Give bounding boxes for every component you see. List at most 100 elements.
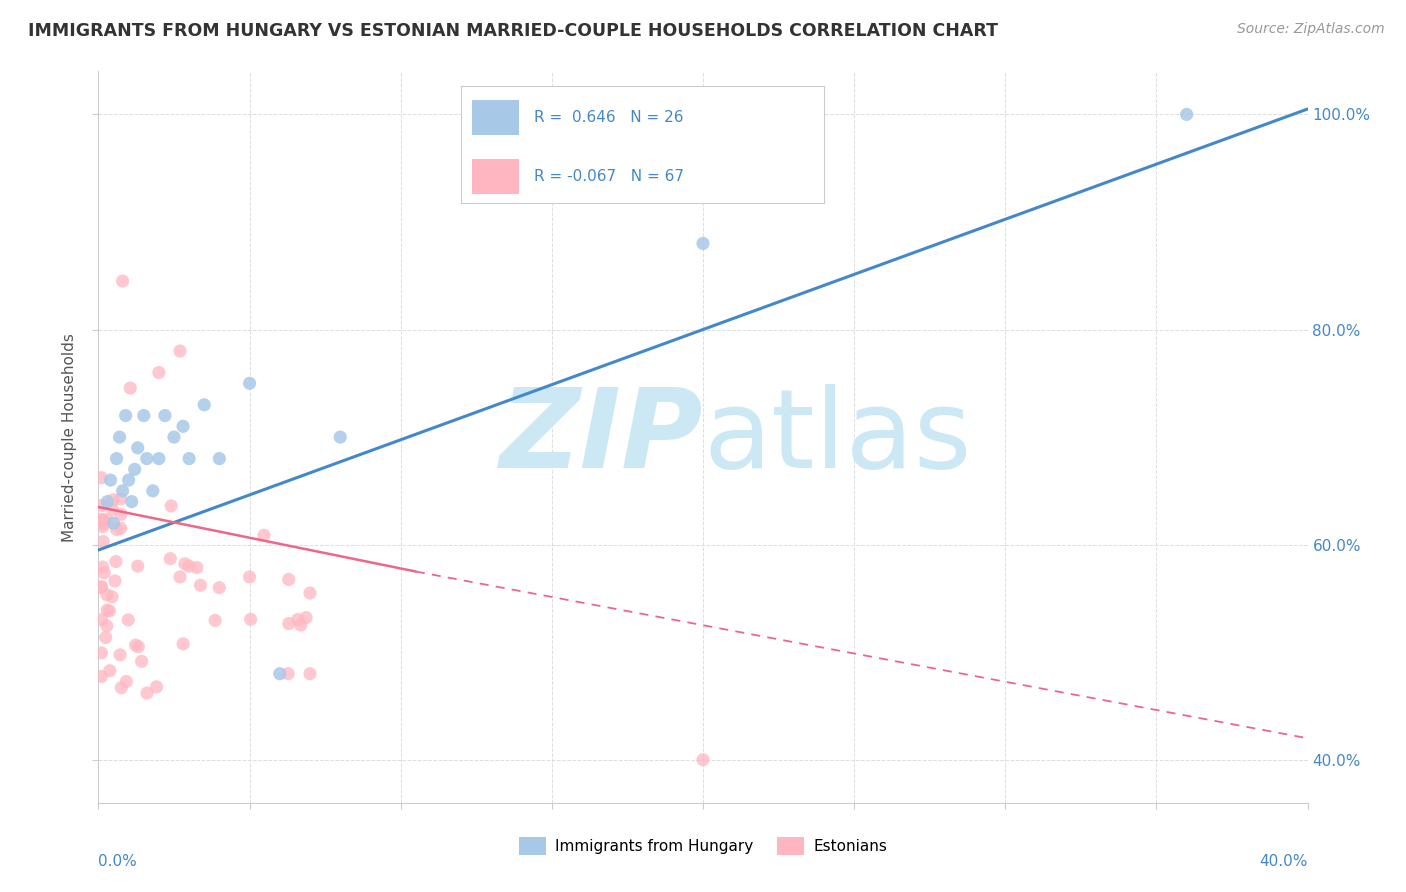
Point (269, 666, 291, 681)
Point (91, 560, 114, 574)
Point (110, 491, 132, 506)
Point (98, 664, 121, 678)
Point (1175, 107, 1198, 121)
Text: IMMIGRANTS FROM HUNGARY VS ESTONIAN MARRIED-COUPLE HOUSEHOLDS CORRELATION CHART: IMMIGRANTS FROM HUNGARY VS ESTONIAN MARR… (28, 22, 998, 40)
Point (111, 274, 134, 288)
Point (104, 555, 127, 569)
Point (290, 618, 312, 632)
Point (96, 494, 118, 508)
Point (90, 580, 112, 594)
Point (90, 581, 112, 595)
Point (93, 566, 115, 580)
Point (120, 381, 142, 395)
Point (239, 612, 262, 626)
Point (90, 646, 112, 660)
Point (174, 557, 197, 571)
Point (132, 409, 155, 423)
Text: ZIP: ZIP (499, 384, 703, 491)
Point (96, 619, 118, 633)
Point (90, 512, 112, 526)
Point (91, 534, 114, 549)
Text: atlas: atlas (703, 384, 972, 491)
Point (90, 613, 112, 627)
Point (287, 613, 309, 627)
Point (103, 516, 125, 530)
Point (186, 560, 208, 574)
Point (127, 559, 149, 574)
Point (239, 376, 262, 391)
Point (110, 521, 132, 535)
Point (190, 578, 212, 592)
Point (135, 451, 157, 466)
Point (124, 638, 146, 652)
Point (121, 494, 143, 508)
Point (163, 430, 186, 444)
Text: Source: ZipAtlas.com: Source: ZipAtlas.com (1237, 22, 1385, 37)
Point (101, 502, 124, 516)
Point (179, 451, 201, 466)
Legend: Immigrants from Hungary, Estonians: Immigrants from Hungary, Estonians (513, 831, 893, 861)
Point (101, 590, 124, 604)
Point (90, 471, 112, 485)
Point (114, 409, 136, 423)
Point (172, 419, 194, 434)
Text: 0.0%: 0.0% (98, 855, 138, 870)
Point (91, 499, 114, 513)
Point (131, 654, 153, 668)
Point (96, 588, 118, 602)
Point (153, 409, 176, 423)
Point (208, 581, 231, 595)
Point (98, 604, 121, 618)
Point (193, 398, 215, 412)
Point (108, 430, 131, 444)
Point (104, 574, 127, 588)
Text: 40.0%: 40.0% (1260, 855, 1308, 870)
Point (148, 451, 170, 466)
Point (93, 516, 115, 531)
Point (169, 570, 191, 584)
Point (108, 648, 131, 662)
Point (204, 614, 226, 628)
Point (295, 610, 318, 624)
Point (124, 462, 146, 476)
Point (277, 666, 299, 681)
Point (179, 559, 201, 574)
Point (91, 519, 114, 533)
Point (110, 508, 132, 522)
Point (110, 681, 132, 695)
Point (148, 366, 170, 380)
Point (111, 483, 134, 498)
Point (692, 753, 714, 767)
Point (160, 499, 183, 513)
Point (100, 473, 122, 487)
Point (253, 528, 276, 542)
Point (105, 523, 128, 537)
Point (96, 513, 118, 527)
Point (142, 483, 165, 498)
Point (329, 430, 352, 444)
Point (172, 637, 194, 651)
Point (159, 551, 181, 566)
Point (169, 344, 191, 359)
Point (94, 631, 117, 645)
Point (145, 680, 167, 694)
Point (105, 451, 128, 466)
Point (277, 573, 299, 587)
Point (208, 451, 231, 466)
Point (117, 613, 139, 627)
Point (239, 570, 262, 584)
Point (299, 586, 322, 600)
Point (96, 603, 118, 617)
Point (101, 492, 124, 507)
Point (136, 686, 159, 700)
Point (118, 473, 141, 487)
Point (90, 669, 112, 683)
Y-axis label: Married-couple Households: Married-couple Households (62, 333, 77, 541)
Point (115, 674, 138, 689)
Point (91, 514, 114, 528)
Point (127, 441, 149, 455)
Point (277, 616, 299, 631)
Point (299, 666, 322, 681)
Point (692, 236, 714, 251)
Point (127, 640, 149, 654)
